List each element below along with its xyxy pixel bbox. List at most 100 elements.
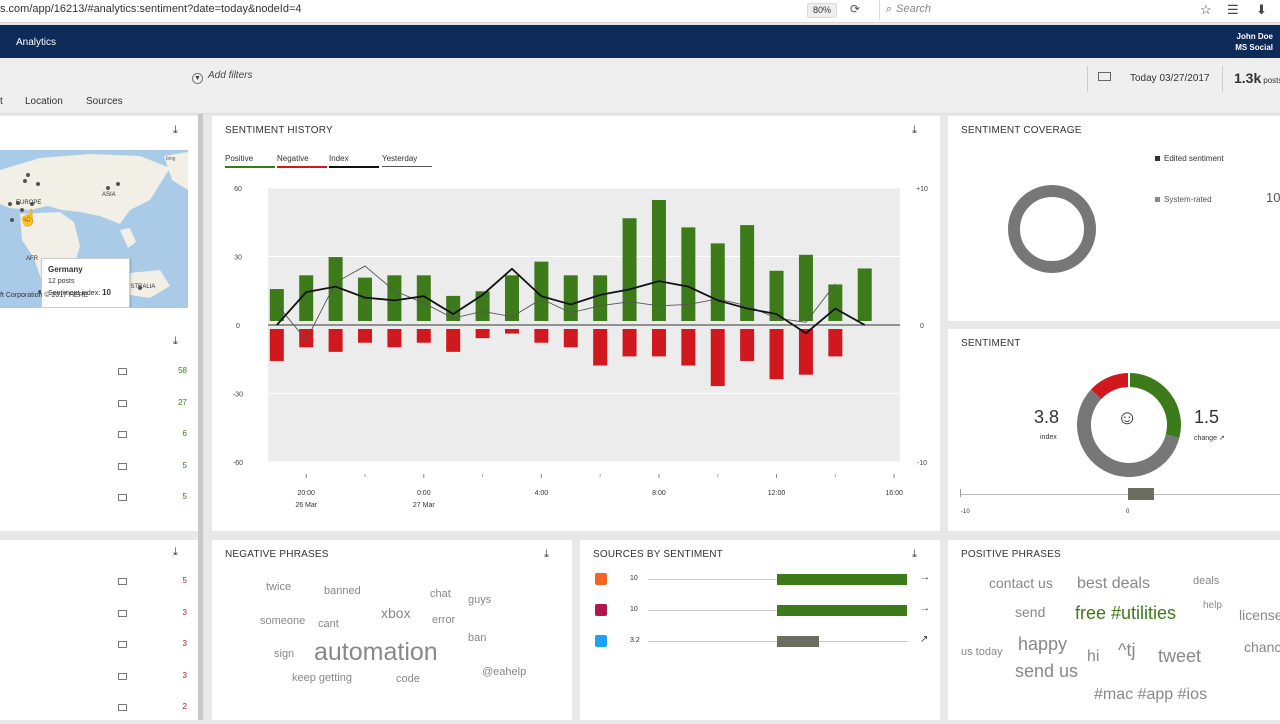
negative-bar[interactable]: [681, 329, 696, 366]
download-icon[interactable]: ⤓: [173, 335, 178, 347]
tab-sources[interactable]: Sources: [86, 96, 123, 107]
negative-bar[interactable]: [563, 329, 578, 348]
list-item[interactable]: 2: [0, 702, 198, 724]
positive-bar[interactable]: [328, 257, 343, 321]
positive-bar[interactable]: [475, 291, 490, 321]
negative-bar[interactable]: [798, 329, 813, 375]
download-icon[interactable]: ⤓: [912, 124, 917, 136]
positive-bar[interactable]: [563, 275, 578, 321]
positive-bar[interactable]: [299, 275, 314, 321]
negative-bar[interactable]: [269, 329, 284, 361]
phrase[interactable]: best deals: [1077, 575, 1150, 592]
phrase[interactable]: chance: [1244, 639, 1280, 655]
phrase[interactable]: #mac #app #ios: [1094, 686, 1207, 703]
negative-bar[interactable]: [710, 329, 725, 387]
chart-icon[interactable]: [118, 399, 127, 407]
world-map[interactable]: ASIA EUROPE AFR AUSTRALIA bing ☝ Germany…: [0, 150, 188, 308]
negative-bar[interactable]: [416, 329, 431, 343]
negative-bar[interactable]: [387, 329, 402, 348]
chart-icon[interactable]: [118, 609, 127, 617]
chart-icon[interactable]: [118, 578, 127, 585]
chart-icon[interactable]: [118, 368, 127, 375]
negative-bar[interactable]: [828, 329, 843, 357]
source-row[interactable]: 3.2 ↗: [580, 634, 942, 655]
legend-positive[interactable]: Positive: [225, 154, 275, 168]
negative-bar[interactable]: [328, 329, 343, 352]
phrase[interactable]: twice: [266, 581, 292, 593]
negative-segment[interactable]: [1091, 373, 1130, 400]
phrase[interactable]: code: [396, 673, 420, 685]
negative-bar[interactable]: [622, 329, 637, 357]
phrase[interactable]: free #utilities: [1075, 603, 1177, 623]
user-info[interactable]: John Doe MS Social: [1235, 31, 1273, 53]
legend-negative[interactable]: Negative: [277, 154, 327, 168]
phrase[interactable]: someone: [260, 615, 306, 627]
positive-bar[interactable]: [798, 254, 813, 321]
tab-location[interactable]: Location: [25, 96, 63, 107]
positive-bar[interactable]: [358, 277, 373, 321]
phrase[interactable]: chat: [430, 588, 451, 600]
positive-bar[interactable]: [593, 275, 608, 321]
chart-icon[interactable]: [118, 704, 127, 711]
phrase[interactable]: help: [1203, 600, 1222, 611]
phrase[interactable]: ^tj: [1118, 640, 1136, 660]
phrase[interactable]: license: [1239, 607, 1280, 623]
negative-bar[interactable]: [651, 329, 666, 357]
download-icon[interactable]: ⤓: [173, 546, 178, 558]
phrase[interactable]: @eahelp: [482, 666, 527, 678]
negative-bar[interactable]: [740, 329, 755, 361]
phrase[interactable]: send us: [1015, 661, 1079, 681]
legend-index[interactable]: Index: [329, 154, 379, 168]
list-item[interactable]: 3: [0, 608, 198, 630]
chart-icon[interactable]: [118, 431, 127, 438]
bookmark-star-icon[interactable]: ☆: [1200, 2, 1212, 17]
list-item[interactable]: 27: [0, 398, 198, 420]
phrase[interactable]: keep getting: [292, 672, 352, 684]
phrase[interactable]: error: [432, 614, 456, 626]
negative-bar[interactable]: [593, 329, 608, 366]
positive-bar[interactable]: [387, 275, 402, 321]
negative-bar[interactable]: [475, 329, 490, 339]
browser-search-input[interactable]: ⌕ Search: [879, 0, 1189, 20]
positive-bar[interactable]: [710, 243, 725, 321]
list-item[interactable]: 5: [0, 576, 198, 598]
positive-bar[interactable]: [769, 270, 784, 321]
chart-icon[interactable]: [118, 641, 127, 648]
phrase[interactable]: sign: [274, 648, 295, 660]
chart-icon[interactable]: [118, 462, 127, 470]
phrase[interactable]: send: [1015, 604, 1046, 620]
neutral-segment[interactable]: [1077, 389, 1180, 477]
tab-sentiment[interactable]: t: [0, 96, 3, 107]
phrase[interactable]: contact us: [989, 575, 1053, 591]
list-item[interactable]: 5: [0, 492, 198, 514]
negative-bar[interactable]: [299, 329, 314, 348]
date-selector[interactable]: Today 03/27/2017: [1087, 66, 1222, 92]
phrase[interactable]: cant: [318, 618, 339, 630]
phrase[interactable]: guys: [468, 594, 492, 606]
source-row[interactable]: 10 →: [580, 572, 942, 593]
app-title[interactable]: Analytics: [16, 37, 57, 48]
positive-bar[interactable]: [651, 199, 666, 321]
negative-bar[interactable]: [358, 329, 373, 343]
positive-segment[interactable]: [1128, 373, 1181, 438]
yesterday-line[interactable]: [276, 265, 836, 341]
address-bar[interactable]: s.com/app/16213/#analytics:sentiment?dat…: [0, 3, 302, 15]
list-item[interactable]: 3: [0, 639, 198, 661]
positive-bar[interactable]: [534, 261, 549, 321]
chart-icon[interactable]: [118, 672, 127, 680]
phrase[interactable]: deals: [1193, 575, 1220, 587]
positive-bar[interactable]: [622, 218, 637, 321]
download-icon[interactable]: ⤓: [912, 548, 917, 560]
source-row[interactable]: 10 →: [580, 603, 942, 624]
phrase[interactable]: xbox: [381, 605, 411, 621]
chart-icon[interactable]: [118, 494, 127, 501]
download-icon[interactable]: ⤓: [544, 548, 549, 560]
positive-bar[interactable]: [504, 275, 519, 321]
positive-bar[interactable]: [681, 227, 696, 321]
phrase[interactable]: banned: [324, 585, 361, 597]
negative-bar[interactable]: [534, 329, 549, 343]
positive-bar[interactable]: [740, 225, 755, 321]
positive-bar[interactable]: [446, 295, 461, 321]
phrase[interactable]: us today: [961, 646, 1003, 658]
negative-bar[interactable]: [446, 329, 461, 352]
